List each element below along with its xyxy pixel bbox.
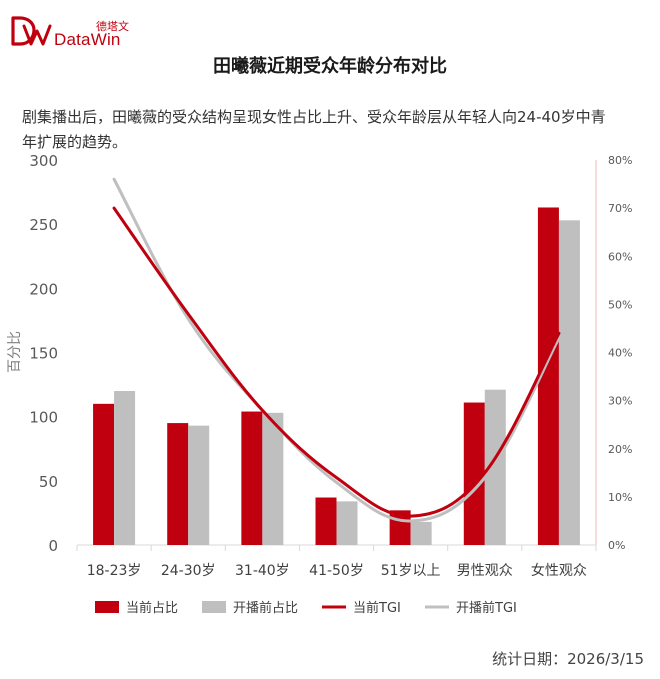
datawin-logo-mark-icon (11, 16, 52, 46)
legend-swatch (95, 601, 119, 613)
y-tick-label: 300 (29, 152, 58, 170)
bar (336, 501, 358, 545)
legend-label: 当前占比 (126, 600, 178, 616)
bar (188, 425, 210, 545)
y2-tick-label: 70% (608, 202, 632, 215)
y2-tick-label: 0% (608, 539, 625, 552)
logo-english-name: DataWin (54, 30, 121, 49)
y-tick-label: 50 (39, 473, 58, 491)
x-tick-label: 男性观众 (457, 563, 513, 579)
bar (241, 411, 263, 545)
x-tick-label: 41-50岁 (309, 563, 364, 579)
logo-chinese-name: 德塔文 (96, 20, 129, 33)
legend-label: 开播前占比 (233, 600, 298, 616)
legend-swatch (202, 601, 226, 613)
bar (484, 389, 506, 545)
y2-tick-label: 40% (608, 347, 632, 360)
bar (167, 423, 189, 545)
bar (93, 403, 115, 545)
series-line (112, 206, 561, 518)
x-tick-label: 51岁以上 (381, 563, 441, 579)
datawin-logo: 德塔文 DataWin (10, 14, 130, 54)
y2-tick-label: 80% (608, 154, 632, 167)
y-tick-label: 0 (48, 537, 58, 555)
bar (410, 521, 432, 545)
y2-tick-label: 30% (608, 395, 632, 408)
x-tick-label: 24-30岁 (161, 563, 216, 579)
bar (537, 207, 559, 545)
y-tick-label: 250 (29, 216, 58, 234)
series-line (112, 177, 561, 523)
legend-label: 当前TGI (353, 600, 401, 616)
y-tick-label: 150 (29, 345, 58, 363)
y2-tick-label: 20% (608, 443, 632, 456)
bar (315, 497, 337, 545)
x-tick-label: 女性观众 (531, 562, 587, 579)
x-tick-label: 18-23岁 (87, 563, 142, 579)
x-tick-label: 31-40岁 (235, 563, 290, 579)
statistics-date: 统计日期：2026/3/15 (492, 650, 644, 668)
y2-tick-label: 10% (608, 491, 632, 504)
chart-subtitle: 剧集播出后，田曦薇的受众结构呈现女性占比上升、受众年龄层从年轻人向24-40岁中… (22, 108, 606, 151)
bar (262, 412, 284, 545)
legend-label: 开播前TGI (456, 600, 517, 616)
y-tick-label: 100 (29, 409, 58, 427)
y-tick-label: 200 (29, 280, 58, 298)
y2-tick-label: 50% (608, 298, 632, 311)
bar (463, 402, 485, 545)
y2-tick-label: 60% (608, 250, 632, 263)
bar (114, 391, 136, 545)
chart-title: 田曦薇近期受众年龄分布对比 (213, 56, 447, 77)
bar (558, 220, 580, 546)
y-axis-label: 百分比 (7, 331, 23, 373)
